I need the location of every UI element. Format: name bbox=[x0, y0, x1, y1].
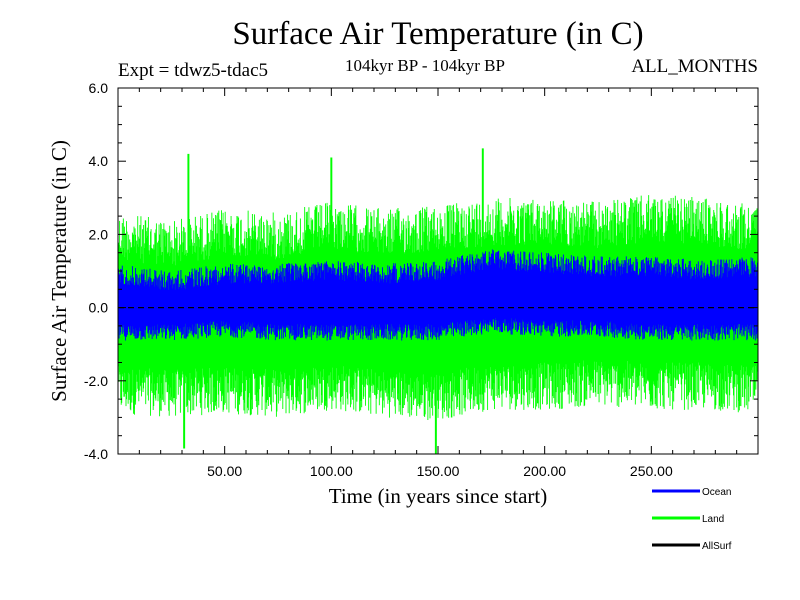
y-tick-label: -2.0 bbox=[84, 373, 108, 389]
chart-title: Surface Air Temperature (in C) bbox=[232, 16, 644, 52]
x-axis-title: Time (in years since start) bbox=[329, 484, 548, 508]
y-tick-label: -4.0 bbox=[84, 446, 108, 462]
legend-label-land: Land bbox=[702, 514, 724, 525]
period-label: 104kyr BP - 104kyr BP bbox=[345, 56, 505, 75]
legend-label-allsurf: AllSurf bbox=[702, 541, 732, 552]
legend-label-ocean: Ocean bbox=[702, 487, 731, 498]
y-tick-label: 2.0 bbox=[89, 226, 109, 242]
y-tick-label: 4.0 bbox=[89, 153, 109, 169]
x-tick-label: 50.00 bbox=[207, 463, 242, 479]
x-tick-label: 100.00 bbox=[310, 463, 353, 479]
experiment-label: Expt = tdwz5-tdac5 bbox=[118, 60, 269, 81]
y-tick-label: 0.0 bbox=[89, 300, 109, 316]
x-tick-label: 150.00 bbox=[417, 463, 460, 479]
x-tick-label: 250.00 bbox=[630, 463, 673, 479]
y-axis-title: Surface Air Temperature (in C) bbox=[47, 140, 71, 402]
months-label: ALL_MONTHS bbox=[631, 56, 758, 77]
y-tick-label: 6.0 bbox=[89, 80, 109, 96]
ocean-series bbox=[118, 249, 758, 341]
x-tick-label: 200.00 bbox=[523, 463, 566, 479]
